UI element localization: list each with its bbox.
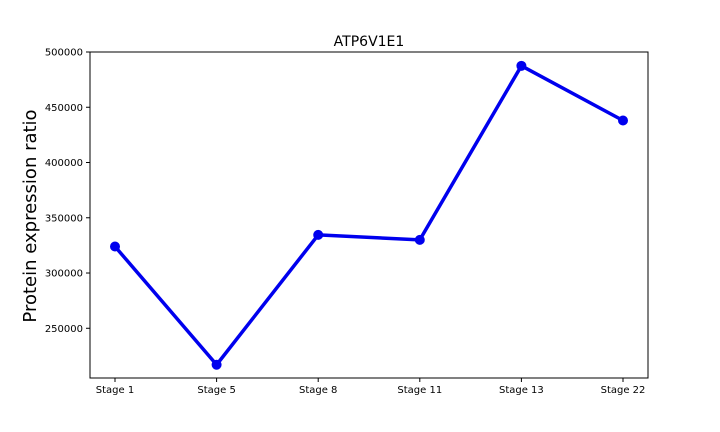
x-tick-label: Stage 22: [601, 385, 646, 396]
data-point-marker: [618, 115, 628, 126]
chart-title: ATP6V1E1: [334, 34, 405, 50]
series-line: [113, 64, 624, 367]
x-tick-label: Stage 13: [499, 385, 544, 396]
y-tick-label: 250000: [45, 324, 83, 335]
x-axis-ticks: Stage 1 Stage 5 Stage 8 Stage 11 Stage 13 Sta…: [96, 378, 646, 396]
x-tick-label: Stage 5: [197, 385, 235, 396]
y-tick-label: 300000: [45, 269, 83, 280]
y-tick-label: 350000: [45, 213, 83, 224]
data-point-marker: [414, 234, 425, 245]
data-point-marker: [313, 229, 324, 240]
x-tick-label: Stage 11: [397, 385, 442, 396]
x-tick-label: Stage 1: [96, 385, 134, 396]
y-axis-ticks: 250000 300000 350000 400000 450000 500000: [45, 48, 90, 335]
data-point-marker: [516, 60, 527, 71]
data-point-marker: [110, 241, 120, 252]
y-tick-label: 400000: [45, 158, 83, 169]
y-tick-label: 500000: [45, 48, 83, 59]
x-tick-label: Stage 8: [299, 385, 337, 396]
plot-area-frame: [89, 51, 649, 379]
data-point-marker: [211, 359, 222, 370]
y-tick-label: 450000: [45, 103, 83, 114]
y-axis-label: Protein expression ratio: [20, 109, 41, 322]
series-layer: [110, 60, 628, 370]
